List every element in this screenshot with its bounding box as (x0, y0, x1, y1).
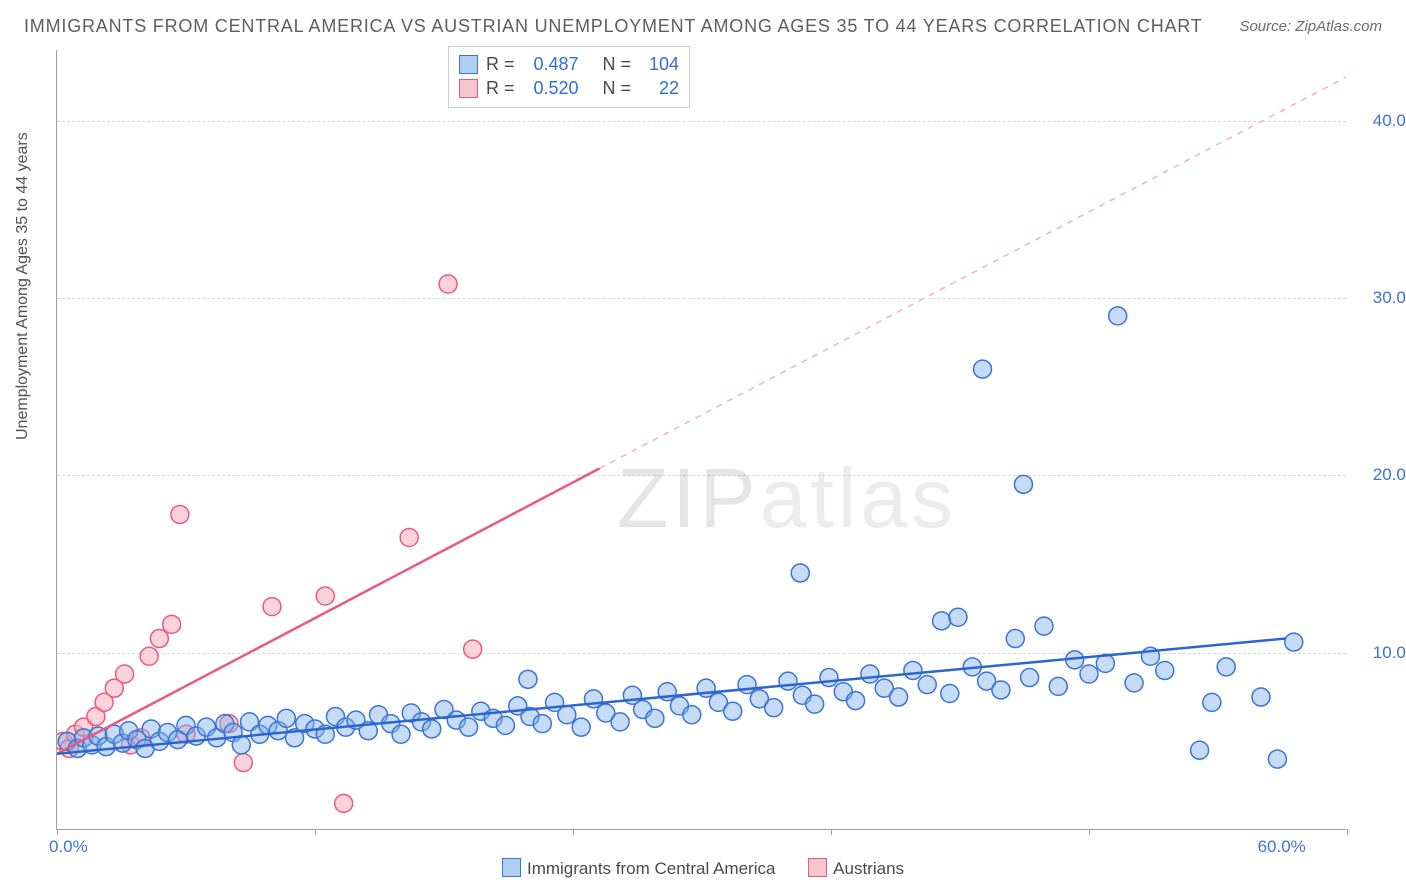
swatch-pink-icon (808, 858, 827, 877)
data-point (765, 699, 783, 717)
data-point (1268, 750, 1286, 768)
data-point (533, 715, 551, 733)
scatter-svg (57, 50, 1346, 829)
data-point (232, 736, 250, 754)
data-point (861, 665, 879, 683)
data-point (1049, 677, 1067, 695)
data-point (1217, 658, 1235, 676)
data-point (904, 661, 922, 679)
data-point (1035, 617, 1053, 635)
data-point (1285, 633, 1303, 651)
source-attribution: Source: ZipAtlas.com (1239, 18, 1382, 35)
data-point (163, 615, 181, 633)
data-point (460, 718, 478, 736)
data-point (847, 692, 865, 710)
data-point (464, 640, 482, 658)
y-axis-label: Unemployment Among Ages 35 to 44 years (14, 132, 32, 440)
data-point (820, 669, 838, 687)
swatch-blue-icon (502, 858, 521, 877)
x-tick-label: 60.0% (1258, 837, 1306, 857)
x-tick-label: 0.0% (49, 837, 88, 857)
legend-series: Immigrants from Central America Austrian… (0, 858, 1406, 879)
legend-row-pink: R = 0.520 N = 22 (459, 76, 679, 100)
swatch-pink-icon (459, 79, 478, 98)
data-point (150, 630, 168, 648)
data-point (941, 685, 959, 703)
data-point (806, 695, 824, 713)
data-point (918, 676, 936, 694)
data-point (1080, 665, 1098, 683)
n-value: 22 (639, 76, 679, 100)
x-tick (1089, 829, 1090, 835)
n-value: 104 (639, 52, 679, 76)
data-point (1203, 693, 1221, 711)
data-point (171, 505, 189, 523)
data-point (890, 688, 908, 706)
chart-title: IMMIGRANTS FROM CENTRAL AMERICA VS AUSTR… (24, 16, 1203, 37)
r-value: 0.520 (523, 76, 579, 100)
x-tick (573, 829, 574, 835)
r-value: 0.487 (523, 52, 579, 76)
y-tick-label: 30.0% (1356, 288, 1406, 308)
data-point (1125, 674, 1143, 692)
r-label: R = (486, 52, 515, 76)
data-point (277, 709, 295, 727)
legend-correlation: R = 0.487 N = 104 R = 0.520 N = 22 (448, 46, 690, 108)
data-point (496, 716, 514, 734)
data-point (1006, 630, 1024, 648)
data-point (779, 672, 797, 690)
data-point (439, 275, 457, 293)
data-point (519, 670, 537, 688)
data-point (611, 713, 629, 731)
swatch-blue-icon (459, 55, 478, 74)
x-tick (57, 829, 58, 835)
legend-row-blue: R = 0.487 N = 104 (459, 52, 679, 76)
n-label: N = (603, 76, 632, 100)
data-point (646, 709, 664, 727)
data-point (1021, 669, 1039, 687)
data-point (1014, 475, 1032, 493)
data-point (933, 612, 951, 630)
data-point (572, 718, 590, 736)
x-tick (1347, 829, 1348, 835)
y-tick-label: 10.0% (1356, 643, 1406, 663)
data-point (992, 681, 1010, 699)
n-label: N = (603, 52, 632, 76)
r-label: R = (486, 76, 515, 100)
legend-label: Immigrants from Central America (527, 859, 775, 878)
data-point (1156, 661, 1174, 679)
data-point (724, 702, 742, 720)
data-point (140, 647, 158, 665)
data-point (263, 598, 281, 616)
data-point (949, 608, 967, 626)
trend-line (600, 77, 1346, 469)
y-tick-label: 40.0% (1356, 111, 1406, 131)
data-point (558, 706, 576, 724)
plot-area: ZIPatlas 10.0%20.0%30.0%40.0%0.0%60.0% (56, 50, 1346, 830)
x-tick (315, 829, 316, 835)
y-tick-label: 20.0% (1356, 465, 1406, 485)
data-point (400, 529, 418, 547)
data-point (392, 725, 410, 743)
data-point (683, 706, 701, 724)
data-point (1109, 307, 1127, 325)
data-point (974, 360, 992, 378)
data-point (335, 794, 353, 812)
data-point (316, 587, 334, 605)
data-point (1252, 688, 1270, 706)
x-tick (831, 829, 832, 835)
data-point (738, 676, 756, 694)
data-point (791, 564, 809, 582)
data-point (234, 754, 252, 772)
legend-label: Austrians (833, 859, 904, 878)
data-point (116, 665, 134, 683)
data-point (423, 720, 441, 738)
legend-item-pink: Austrians (808, 859, 904, 878)
data-point (1191, 741, 1209, 759)
legend-item-blue: Immigrants from Central America (502, 859, 780, 878)
